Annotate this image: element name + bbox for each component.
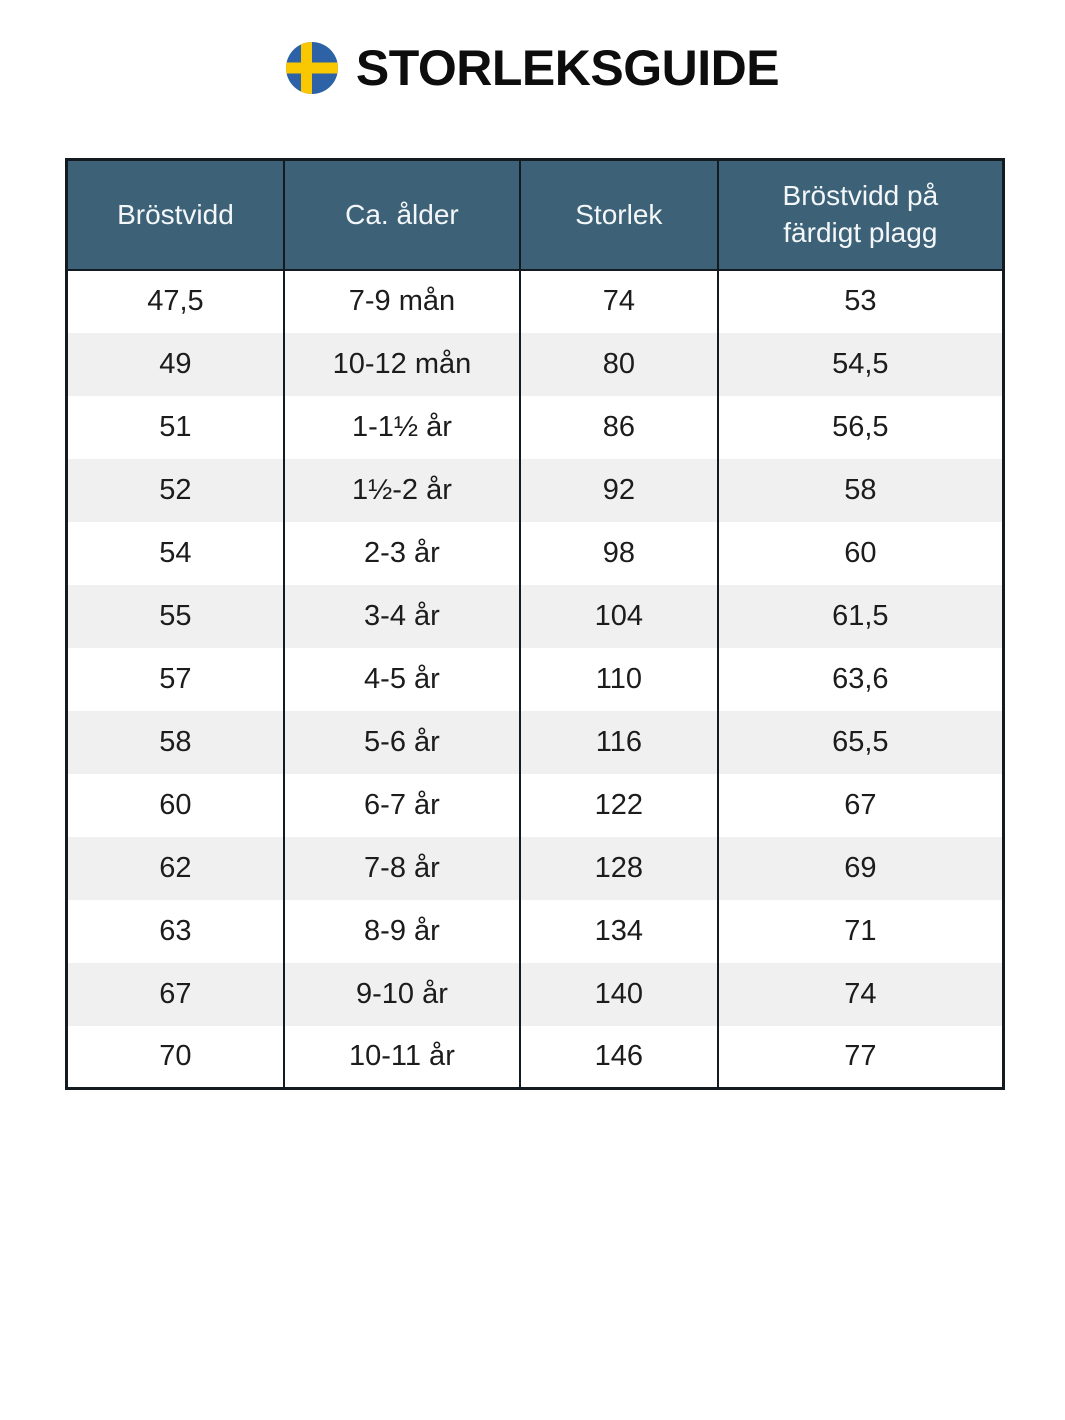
size-table-body: 47,5 7-9 mån 74 53 49 10-12 mån 80 54,5 51 1-1½ å… bbox=[66, 269, 1004, 1089]
page-header: STORLEKSGUIDE bbox=[0, 40, 1065, 96]
table-cell: 52 bbox=[66, 458, 284, 522]
table-row: 52 1½-2 år 92 58 bbox=[66, 458, 1004, 522]
table-cell: 4-5 år bbox=[282, 647, 520, 711]
table-cell: 10-11 år bbox=[282, 1025, 520, 1089]
table-cell: 9-10 år bbox=[282, 962, 520, 1026]
table-cell: 63,6 bbox=[716, 647, 1004, 711]
swedish-flag-icon bbox=[285, 42, 338, 94]
table-cell: 71 bbox=[716, 899, 1004, 963]
table-cell: 69 bbox=[716, 836, 1004, 900]
table-row: 67 9-10 år 140 74 bbox=[66, 962, 1004, 1026]
table-header-row: Bröstvidd Ca. ålder Storlek Bröstvidd på… bbox=[66, 159, 1004, 271]
table-cell: 58 bbox=[716, 458, 1004, 522]
table-cell: 98 bbox=[518, 521, 718, 585]
table-cell: 116 bbox=[518, 710, 718, 774]
table-cell: 60 bbox=[66, 773, 284, 837]
table-cell: 140 bbox=[518, 962, 718, 1026]
table-cell: 110 bbox=[518, 647, 718, 711]
table-row: 47,5 7-9 mån 74 53 bbox=[66, 269, 1004, 333]
page-title: STORLEKSGUIDE bbox=[355, 40, 780, 96]
table-cell: 57 bbox=[66, 647, 284, 711]
table-row: 62 7-8 år 128 69 bbox=[66, 836, 1004, 900]
table-cell: 86 bbox=[518, 395, 718, 459]
table-cell: 67 bbox=[66, 962, 284, 1026]
table-cell: 3-4 år bbox=[282, 584, 520, 648]
table-cell: 134 bbox=[518, 899, 718, 963]
table-cell: 77 bbox=[716, 1025, 1004, 1089]
table-cell: 104 bbox=[518, 584, 718, 648]
table-cell: 65,5 bbox=[716, 710, 1004, 774]
table-cell: 54 bbox=[66, 521, 284, 585]
table-cell: 74 bbox=[716, 962, 1004, 1026]
table-header: Bröstvidd Ca. ålder Storlek Bröstvidd på… bbox=[66, 159, 1004, 271]
table-cell: 7-8 år bbox=[282, 836, 520, 900]
table-cell: 56,5 bbox=[716, 395, 1004, 459]
table-cell: 55 bbox=[66, 584, 284, 648]
size-guide-table: Bröstvidd Ca. ålder Storlek Bröstvidd på… bbox=[65, 158, 1005, 1090]
table-row: 63 8-9 år 134 71 bbox=[66, 899, 1004, 963]
table-cell: 67 bbox=[716, 773, 1004, 837]
table-cell: 80 bbox=[518, 332, 718, 396]
column-header-storlek: Storlek bbox=[518, 159, 718, 271]
table-cell: 1-1½ år bbox=[282, 395, 520, 459]
table-cell: 49 bbox=[66, 332, 284, 396]
table-cell: 146 bbox=[518, 1025, 718, 1089]
table-cell: 53 bbox=[716, 269, 1004, 333]
table-cell: 47,5 bbox=[66, 269, 284, 333]
table-cell: 62 bbox=[66, 836, 284, 900]
column-header-brostvidd-fardigt-plagg: Bröstvidd på färdigt plagg bbox=[716, 159, 1004, 271]
table-row: 58 5-6 år 116 65,5 bbox=[66, 710, 1004, 774]
table-cell: 92 bbox=[518, 458, 718, 522]
table-row: 54 2-3 år 98 60 bbox=[66, 521, 1004, 585]
table-row: 57 4-5 år 110 63,6 bbox=[66, 647, 1004, 711]
table-cell: 2-3 år bbox=[282, 521, 520, 585]
table-cell: 54,5 bbox=[716, 332, 1004, 396]
table-cell: 58 bbox=[66, 710, 284, 774]
table-cell: 1½-2 år bbox=[282, 458, 520, 522]
table-cell: 128 bbox=[518, 836, 718, 900]
table-cell: 60 bbox=[716, 521, 1004, 585]
table-cell: 7-9 mån bbox=[282, 269, 520, 333]
table-cell: 63 bbox=[66, 899, 284, 963]
table-cell: 122 bbox=[518, 773, 718, 837]
table-row: 49 10-12 mån 80 54,5 bbox=[66, 332, 1004, 396]
table-cell: 61,5 bbox=[716, 584, 1004, 648]
table-row: 60 6-7 år 122 67 bbox=[66, 773, 1004, 837]
table-cell: 8-9 år bbox=[282, 899, 520, 963]
table-cell: 74 bbox=[518, 269, 718, 333]
table-row: 55 3-4 år 104 61,5 bbox=[66, 584, 1004, 648]
table-cell: 10-12 mån bbox=[282, 332, 520, 396]
table-cell: 70 bbox=[66, 1025, 284, 1089]
column-header-brostvidd: Bröstvidd bbox=[66, 159, 284, 271]
table-row: 51 1-1½ år 86 56,5 bbox=[66, 395, 1004, 459]
table-cell: 5-6 år bbox=[282, 710, 520, 774]
column-header-ca-alder: Ca. ålder bbox=[282, 159, 520, 271]
table-cell: 6-7 år bbox=[282, 773, 520, 837]
table-cell: 51 bbox=[66, 395, 284, 459]
table-row: 70 10-11 år 146 77 bbox=[66, 1025, 1004, 1089]
